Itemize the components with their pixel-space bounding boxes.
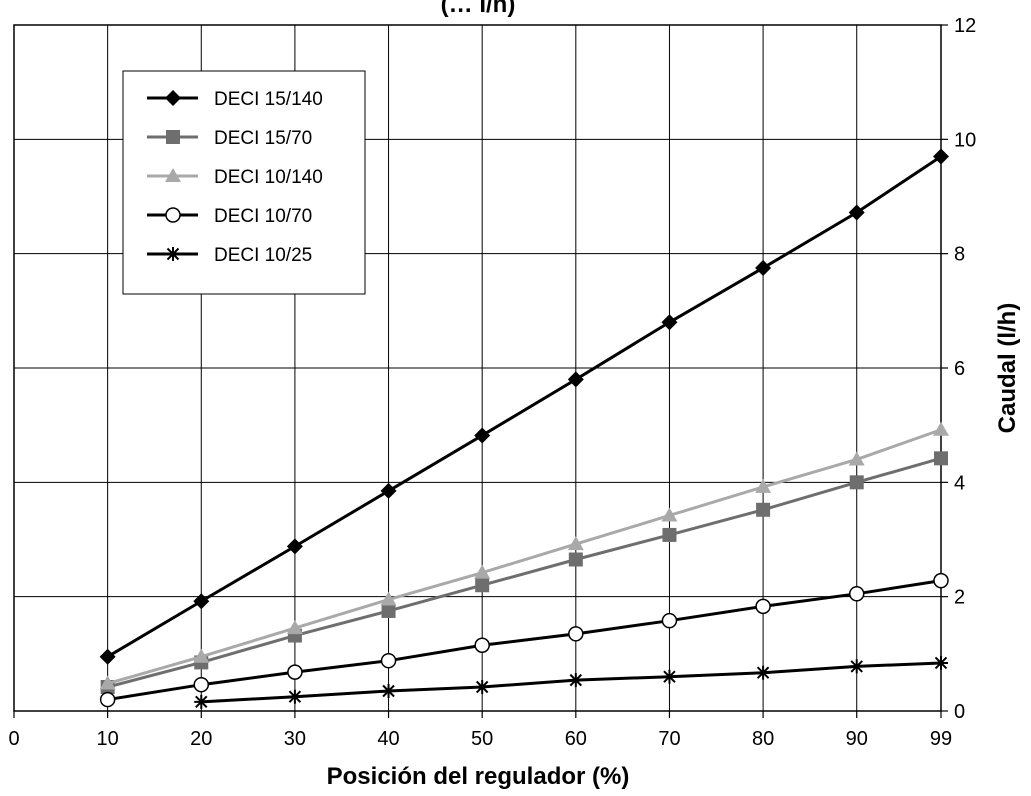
data-point [568,552,583,567]
data-point [193,676,210,693]
legend-marker [165,168,181,182]
data-point [934,655,948,670]
data-point [286,620,303,635]
data-point [933,148,949,165]
x-tick-label: 90 [846,728,868,750]
x-tick-label: 30 [284,728,306,750]
data-point [194,694,209,709]
data-point [848,586,865,602]
data-point [193,648,210,663]
x-tick-label: 20 [190,728,212,750]
series-0 [99,148,949,665]
data-point [933,572,949,589]
x-tick-label: 70 [658,728,680,750]
data-point [287,689,302,704]
y-tick-label: 8 [954,244,965,266]
x-tick-label: 50 [471,728,493,750]
legend-box [122,70,366,295]
data-point [99,648,116,665]
series-layer [99,148,949,709]
series-line [107,579,942,702]
data-point [934,451,948,466]
y-axis-ticks: 0 2 4 6 8 10 12 [941,15,976,723]
series-line [107,428,942,686]
data-point [756,502,771,517]
data-point [99,675,116,690]
data-point [849,475,864,490]
legend-item: DECI 10/140 [147,167,323,188]
data-point [287,664,303,680]
legend-label: DECI 15/140 [214,89,323,110]
data-point [193,593,210,610]
legend-label: DECI 10/70 [214,206,312,227]
data-point [849,659,864,674]
data-point [933,421,949,436]
legend-marker [165,207,181,223]
legend-item: DECI 10/70 [147,206,312,227]
legend: DECI 15/140 DECI 15/70 DECI 10/140 DECI 10/… [122,70,366,295]
data-point [567,536,584,551]
series-1 [100,451,948,694]
series-4 [194,655,948,709]
y-axis-title: Caudal (l/h) [994,303,1021,434]
y-tick-label: 12 [954,15,976,37]
data-point [380,591,397,606]
data-point [661,507,678,522]
y-tick-label: 6 [954,358,965,380]
data-point [381,603,396,618]
data-point [475,679,490,694]
data-point [474,427,491,444]
legend-label: DECI 15/70 [214,128,312,149]
y-tick-label: 4 [954,472,965,494]
x-tick-label: 10 [97,728,119,750]
legend-item: DECI 15/140 [147,89,323,110]
series-line [107,456,942,689]
x-tick-label: 0 [8,728,19,750]
series-2 [99,421,949,690]
y-tick-label: 0 [954,701,965,723]
data-point [99,691,116,708]
data-point [848,204,865,221]
legend-marker [165,90,181,106]
series-line [106,155,942,658]
legend-marker [166,130,180,144]
data-point [568,673,583,688]
x-axis-ticks: 0 10 20 30 40 50 60 70 80 90 99 [8,711,952,750]
data-point [755,478,772,493]
data-point [662,527,677,542]
y-tick-label: 10 [954,129,976,151]
data-point [567,371,584,388]
data-point [568,626,584,642]
x-tick-label: 80 [752,728,774,750]
data-point [755,259,772,276]
data-point [380,482,397,499]
legend-label: DECI 10/25 [214,245,312,266]
data-point [756,665,771,680]
data-point [474,564,491,579]
x-tick-label: 99 [930,728,952,750]
data-point [381,683,396,698]
data-point [661,612,678,629]
data-point [286,538,303,555]
data-point [475,578,490,593]
legend-item: DECI 15/70 [147,128,312,149]
data-point [755,598,771,615]
legend-marker [166,247,180,261]
data-point [380,652,397,669]
data-point [848,451,865,466]
y-tick-label: 2 [954,587,965,609]
x-tick-label: 40 [377,728,399,750]
chart-title: (… I/h) [441,0,516,18]
data-point [662,669,677,684]
x-tick-label: 60 [565,728,587,750]
legend-item: DECI 10/25 [147,245,312,266]
legend-label: DECI 10/140 [214,167,323,188]
series-3 [99,572,949,708]
data-point [474,637,490,654]
data-point [661,314,678,331]
x-axis-title: Posición del regulador (%) [327,763,630,790]
